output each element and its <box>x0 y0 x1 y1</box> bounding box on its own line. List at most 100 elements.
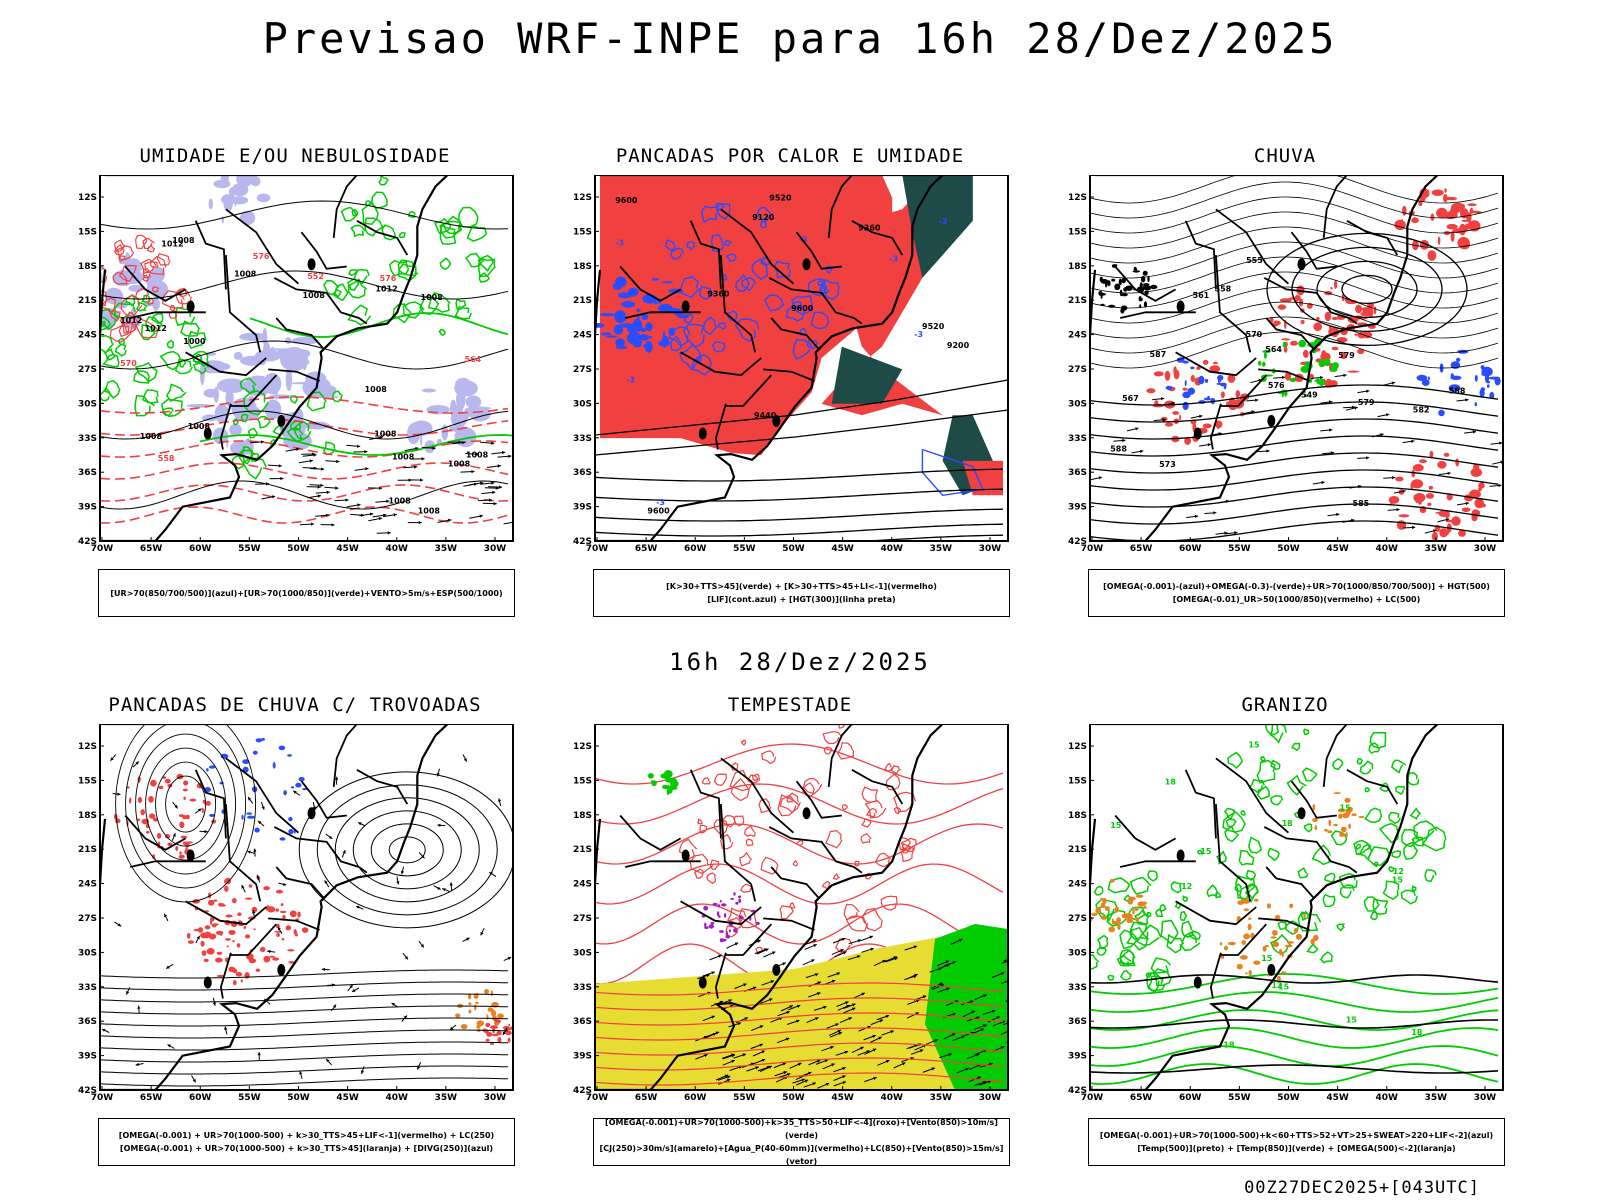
convection-red <box>235 972 243 977</box>
divergence-blue <box>288 828 294 835</box>
precipitable-water-contour <box>752 773 760 782</box>
temp-850-contour <box>1330 830 1348 846</box>
lat-tick-label: 12S <box>78 193 97 203</box>
convection-red <box>297 911 301 918</box>
temp-850-contour <box>1216 850 1228 865</box>
wind-850-vector <box>771 951 776 955</box>
streamline-arrow <box>324 880 328 884</box>
precip-red <box>1281 338 1291 341</box>
storm-purple <box>733 892 736 896</box>
precipitable-water-contour <box>729 769 754 792</box>
temp-850-contour <box>1368 742 1381 754</box>
convection-red <box>201 807 204 814</box>
wind-850-vector <box>861 992 865 996</box>
storm-purple <box>716 911 720 917</box>
lif-contour <box>757 206 773 223</box>
convective-area-teal <box>902 175 973 278</box>
precipitable-water-contour <box>678 838 698 861</box>
streamline-850 <box>595 997 1004 1011</box>
streamline-850 <box>595 1027 1004 1041</box>
streamline-arrow <box>1194 514 1199 519</box>
precip-red <box>1470 210 1482 214</box>
temp-850-contour <box>1270 934 1292 955</box>
humidity-850-500-area <box>159 284 165 295</box>
humidity-1000-850-contour <box>340 206 359 222</box>
omega-500-orange <box>1328 819 1332 827</box>
contour-label: 570 <box>120 359 137 368</box>
precip-red <box>1437 460 1447 469</box>
omega-500-orange <box>1240 955 1248 960</box>
thickness-contour <box>142 237 155 250</box>
streamline-arrow <box>212 1002 216 1006</box>
contour-label: 9120 <box>752 213 775 222</box>
storm-purple <box>717 904 721 908</box>
temp-850-contour <box>1336 923 1345 932</box>
omega-500-orange <box>1345 832 1348 838</box>
state-border <box>229 923 277 956</box>
contour-label: 1008 <box>421 293 444 302</box>
convection-red <box>225 914 233 918</box>
temp-850-contour <box>1096 934 1109 949</box>
lat-tick-label: 33S <box>1068 983 1087 993</box>
precip-red <box>1389 500 1394 505</box>
storm-purple <box>733 928 738 933</box>
humidity-1000-850-contour <box>100 334 115 354</box>
contour-label: 18 <box>1282 819 1294 828</box>
lif-area <box>636 308 641 312</box>
lif-area <box>651 277 660 281</box>
precip-red <box>1347 370 1360 373</box>
lon-tick-label: 60W <box>189 544 212 554</box>
humidity-1000-850-contour <box>306 391 327 412</box>
precip-green <box>1324 358 1331 367</box>
precip-red <box>1427 502 1432 506</box>
streamline <box>1090 226 1499 264</box>
state-border <box>1120 311 1196 319</box>
temp-850-contour <box>1196 849 1203 855</box>
lon-tick-label: 40W <box>1376 1093 1399 1103</box>
streamline-arrow <box>1234 531 1238 535</box>
lon-tick-label: 45W <box>831 544 854 554</box>
streamline-arrow <box>1162 418 1166 422</box>
wind-850-vector <box>873 1076 877 1080</box>
divergence-blue <box>261 737 265 741</box>
temp-850-contour <box>1409 807 1421 820</box>
precip-red <box>1429 450 1434 459</box>
lake <box>277 414 286 427</box>
precip-black <box>1133 268 1138 271</box>
convection-red <box>206 948 215 955</box>
convection-orange <box>460 1024 468 1030</box>
wind-850-vector <box>893 956 897 960</box>
contour-label: 579 <box>1358 398 1375 407</box>
precip-red <box>1461 507 1471 513</box>
precip-red <box>1326 378 1331 382</box>
state-border <box>619 814 682 851</box>
wind-850-vector <box>786 1010 790 1015</box>
precip-red <box>1419 459 1427 464</box>
wind-850-vector <box>770 980 775 984</box>
temp-850-contour <box>1090 1063 1499 1085</box>
legend-line: [Temp(500)](preto) + [Temp(850)](verde) … <box>1137 1144 1456 1153</box>
wind-vector <box>492 490 496 495</box>
wind-850-vector <box>728 999 732 1003</box>
storm-purple <box>735 901 739 905</box>
state-border <box>768 277 863 325</box>
wind-850-vector <box>842 1075 846 1079</box>
streamline-250 <box>100 1005 509 1015</box>
streamline-250 <box>125 724 247 889</box>
temp-850-contour <box>1269 795 1284 806</box>
streamline-arrow <box>261 806 265 810</box>
convection-red <box>158 785 164 790</box>
precip-blue <box>1184 380 1187 387</box>
precip-red <box>1427 250 1437 261</box>
lat-tick-label: 24S <box>78 331 97 341</box>
wind-850-green <box>665 777 672 783</box>
contour-label: 1012 <box>161 239 183 248</box>
precip-red <box>1438 510 1449 517</box>
wind-vector <box>514 520 517 523</box>
wind-850-vector <box>902 1062 906 1066</box>
convection-orange <box>491 1010 497 1017</box>
contour-label: 18 <box>1411 1028 1423 1037</box>
contour-label: 15 <box>1340 803 1352 812</box>
precip-red <box>1354 333 1358 336</box>
convection-red <box>244 897 253 900</box>
